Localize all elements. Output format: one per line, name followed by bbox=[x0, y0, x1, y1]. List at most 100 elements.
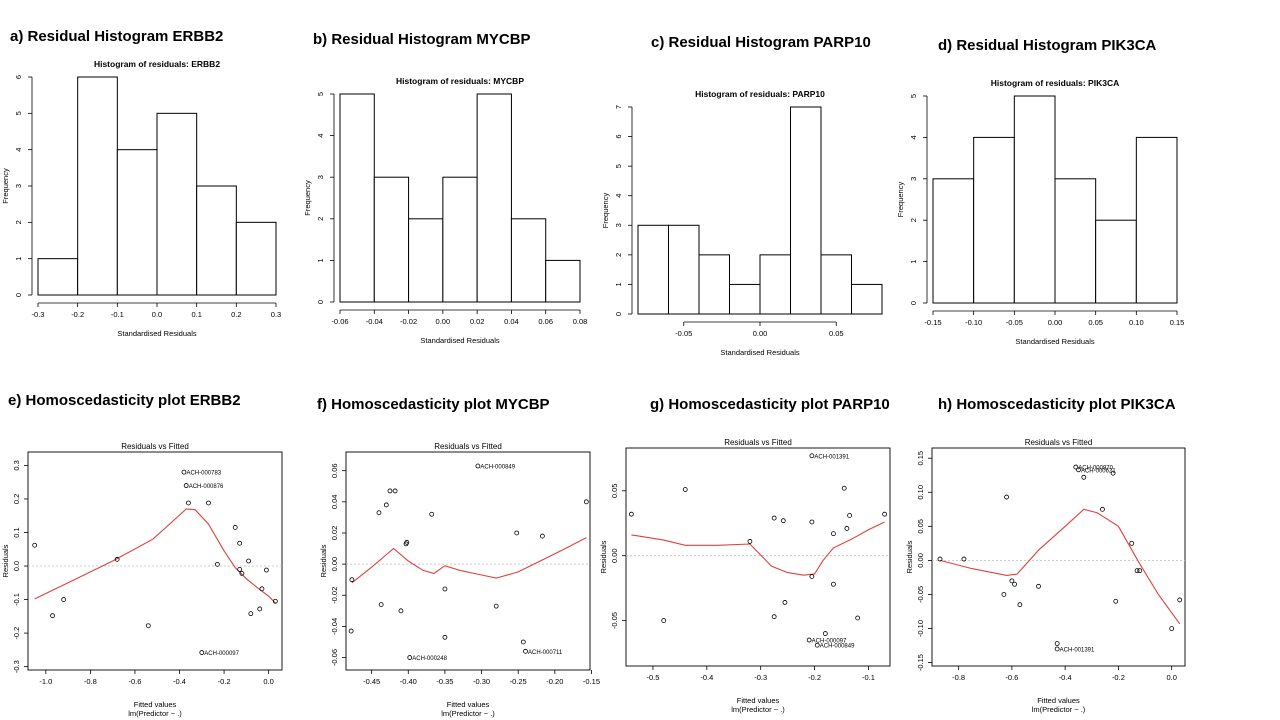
histogram-bar bbox=[116, 149, 158, 296]
histogram-parp10: Histogram of residuals: PARP10 -0.05 0.00 0… bbox=[601, 89, 883, 357]
residual-point bbox=[1110, 470, 1116, 476]
residual-point bbox=[246, 558, 251, 564]
x-tick-label: 0.08 bbox=[573, 317, 588, 326]
y-tick-label: 2 bbox=[316, 217, 325, 221]
y-tick-label: 5 bbox=[614, 164, 623, 168]
residual-point bbox=[682, 487, 688, 492]
outlier-label: ACH-000097 bbox=[812, 639, 847, 645]
residual-point bbox=[514, 530, 520, 536]
x-axis-label: Fitted values bbox=[737, 696, 780, 705]
residual-point bbox=[348, 628, 354, 634]
residual-point bbox=[1073, 464, 1079, 470]
y-tick-label: 4 bbox=[316, 134, 325, 138]
y-axis-label: Frequency bbox=[303, 180, 312, 216]
residual-point bbox=[237, 540, 243, 546]
x-tick-label: 0.15 bbox=[1170, 318, 1185, 327]
residual-point bbox=[937, 556, 943, 562]
chart-title: Residuals vs Fitted bbox=[434, 442, 502, 451]
x-tick-label: -0.3 bbox=[32, 310, 45, 319]
x-tick-label: -0.05 bbox=[1006, 318, 1023, 327]
y-tick-label: 0.15 bbox=[916, 451, 925, 466]
histogram-bar bbox=[510, 218, 547, 303]
y-tick-label: 0.2 bbox=[12, 494, 21, 504]
residual-point bbox=[1054, 646, 1060, 652]
x-tick-label: -0.8 bbox=[84, 677, 97, 686]
residuals-vs-fitted-parp10: Residuals vs Fitted -0.5 -0.4 -0.3 -0.2 -0.1 F… bbox=[599, 438, 891, 714]
histogram-bar bbox=[373, 176, 410, 303]
y-tick-label: 0.00 bbox=[610, 548, 619, 563]
outlier-label: ACH-000849 bbox=[480, 465, 515, 471]
x-tick-label: 0.04 bbox=[504, 317, 519, 326]
residual-point bbox=[814, 642, 820, 648]
histogram-bar bbox=[1054, 178, 1097, 304]
y-tick-label: 0 bbox=[909, 301, 918, 305]
y-tick-label: -0.2 bbox=[12, 627, 21, 640]
residual-point bbox=[841, 485, 847, 491]
y-tick-label: 4 bbox=[909, 135, 918, 139]
y-tick-label: 3 bbox=[909, 177, 918, 181]
residual-point bbox=[183, 483, 189, 488]
y-tick-label: 0.3 bbox=[12, 460, 21, 470]
x-tick-label: 0.00 bbox=[1048, 318, 1063, 327]
residual-point bbox=[809, 453, 815, 459]
outlier-label: ACH-000783 bbox=[186, 471, 221, 477]
y-tick-label: 1 bbox=[909, 260, 918, 264]
panel-heading-d: d) Residual Histogram PIK3CA bbox=[938, 37, 1157, 54]
histogram-bar bbox=[668, 224, 700, 315]
x-axis-sublabel: lm(Predictor ~ .) bbox=[441, 709, 495, 718]
y-tick-label: -0.06 bbox=[330, 649, 339, 666]
residual-point bbox=[822, 631, 828, 636]
x-axis-sublabel: lm(Predictor ~ .) bbox=[731, 705, 785, 714]
residual-point bbox=[1012, 581, 1017, 587]
x-tick-label: 0.00 bbox=[436, 317, 451, 326]
y-tick-label: 3 bbox=[614, 223, 623, 227]
y-tick-label: 6 bbox=[14, 75, 23, 79]
x-tick-label: 0.10 bbox=[1129, 318, 1144, 327]
residual-point bbox=[1001, 592, 1007, 597]
residuals-vs-fitted-pik3ca: Residuals vs Fitted -0.8 -0.6 -0.4 -0.2 0.0 Fi… bbox=[905, 438, 1186, 714]
residual-point bbox=[1036, 583, 1041, 589]
y-tick-label: 0.10 bbox=[916, 485, 925, 500]
residual-point bbox=[264, 567, 269, 573]
y-tick-label: 0.02 bbox=[330, 526, 339, 541]
residual-point bbox=[383, 502, 389, 508]
residual-point bbox=[493, 603, 499, 609]
outlier-label: ACH-000711 bbox=[528, 650, 563, 656]
y-tick-label: 1 bbox=[14, 257, 23, 261]
residual-point bbox=[539, 533, 545, 539]
residual-point bbox=[50, 613, 55, 619]
x-tick-label: -0.30 bbox=[473, 677, 490, 686]
y-axis-label: Residuals bbox=[905, 540, 914, 573]
residual-point bbox=[32, 542, 38, 548]
histogram-bar bbox=[1135, 136, 1178, 304]
x-tick-label: -0.4 bbox=[700, 673, 713, 682]
residual-point bbox=[404, 539, 410, 545]
histogram-bar bbox=[729, 283, 761, 315]
histogram-bar bbox=[476, 93, 512, 303]
x-tick-label: -0.2 bbox=[808, 673, 821, 682]
histogram-bar bbox=[790, 106, 822, 315]
histogram-bar bbox=[1095, 219, 1137, 304]
residual-point bbox=[520, 639, 526, 645]
y-tick-label: -0.1 bbox=[12, 593, 21, 606]
chart-title: Histogram of residuals: PIK3CA bbox=[991, 78, 1119, 88]
x-tick-label: -0.1 bbox=[111, 310, 124, 319]
residual-point bbox=[239, 571, 245, 576]
residual-point bbox=[1134, 568, 1140, 574]
x-tick-label: -0.8 bbox=[952, 673, 965, 682]
residual-point bbox=[257, 606, 263, 612]
x-tick-label: 0.02 bbox=[470, 317, 485, 326]
histogram-erbb2: Histogram of residuals: ERBB2 -0.3 -0.2 -0.… bbox=[1, 59, 281, 338]
residual-point bbox=[583, 499, 589, 505]
y-tick-label: -0.3 bbox=[12, 660, 21, 673]
y-tick-label: 7 bbox=[614, 105, 623, 109]
residual-point bbox=[771, 614, 777, 620]
panel-heading-h: h) Homoscedasticity plot PIK3CA bbox=[938, 396, 1176, 413]
y-tick-label: 4 bbox=[614, 194, 623, 198]
y-tick-label: 0 bbox=[614, 312, 623, 316]
x-tick-label: -0.6 bbox=[128, 677, 141, 686]
chart-title: Residuals vs Fitted bbox=[121, 442, 189, 451]
residual-point bbox=[206, 500, 211, 506]
histogram-bar bbox=[851, 283, 883, 315]
x-tick-label: -0.6 bbox=[1005, 673, 1018, 682]
